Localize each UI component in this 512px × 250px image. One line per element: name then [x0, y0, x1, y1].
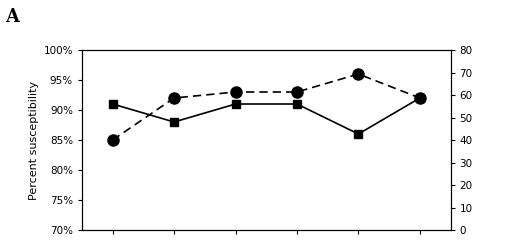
Y-axis label: Percent susceptibility: Percent susceptibility [29, 80, 39, 200]
Text: A: A [5, 8, 19, 26]
